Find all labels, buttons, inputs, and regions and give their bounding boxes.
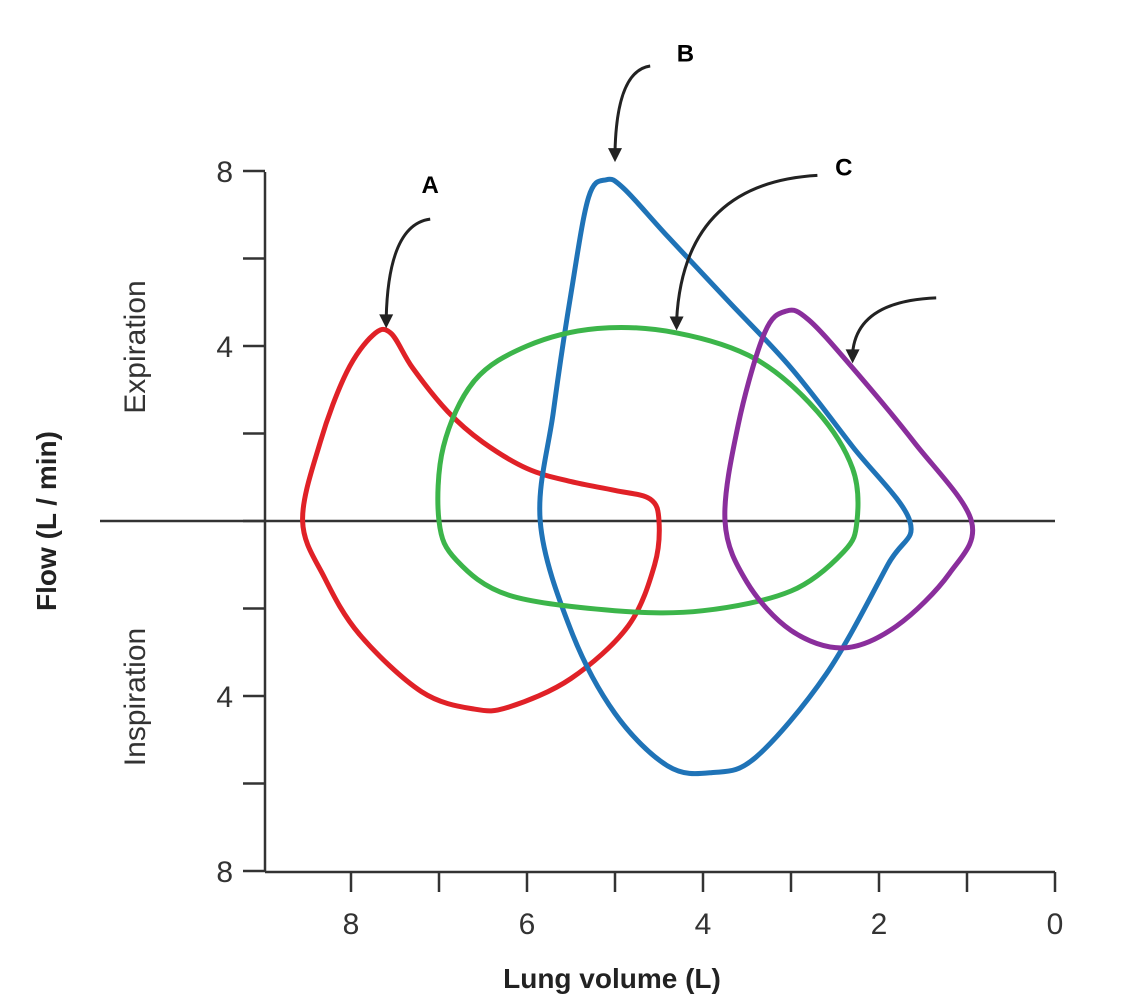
callout-arrowhead (379, 314, 394, 329)
callout-arrow-unlabeled (851, 296, 937, 354)
callout-arrow-a (384, 217, 431, 319)
y-tick-label: 4 (216, 681, 233, 714)
y-tick-label: 4 (216, 331, 233, 364)
tick-marks (243, 169, 1057, 892)
x-axis-title: Lung volume (L) (503, 963, 721, 994)
callout-arrowhead (608, 148, 622, 163)
x-tick-label: 4 (695, 908, 712, 941)
x-tick-label: 8 (343, 908, 360, 941)
callout-arrowhead (669, 316, 684, 331)
tick-labels: 8 4 4 8 8 6 4 2 0 (216, 156, 1063, 941)
callout-arrows: A B C (379, 41, 937, 364)
y-tick-label: 8 (216, 156, 233, 189)
callout-label-a: A (422, 172, 439, 199)
callout-arrow-c (675, 173, 818, 321)
loop-b (537, 176, 914, 777)
x-tick-label: 6 (519, 908, 536, 941)
loop-unlabeled (722, 307, 976, 651)
expiration-label: Expiration (119, 280, 152, 413)
inspiration-label: Inspiration (119, 628, 152, 766)
flow-volume-loops (300, 176, 976, 777)
callout-arrow-b (613, 64, 651, 153)
callout-label-b: B (677, 41, 694, 68)
loop-a (300, 326, 662, 714)
loop-c (435, 325, 861, 616)
y-tick-label: 8 (216, 856, 233, 889)
x-tick-label: 0 (1047, 908, 1064, 941)
x-tick-label: 2 (871, 908, 888, 941)
callout-label-c: C (835, 154, 852, 181)
callout-arrowhead (845, 349, 860, 364)
y-axis-title: Flow (L / min) (31, 431, 62, 611)
